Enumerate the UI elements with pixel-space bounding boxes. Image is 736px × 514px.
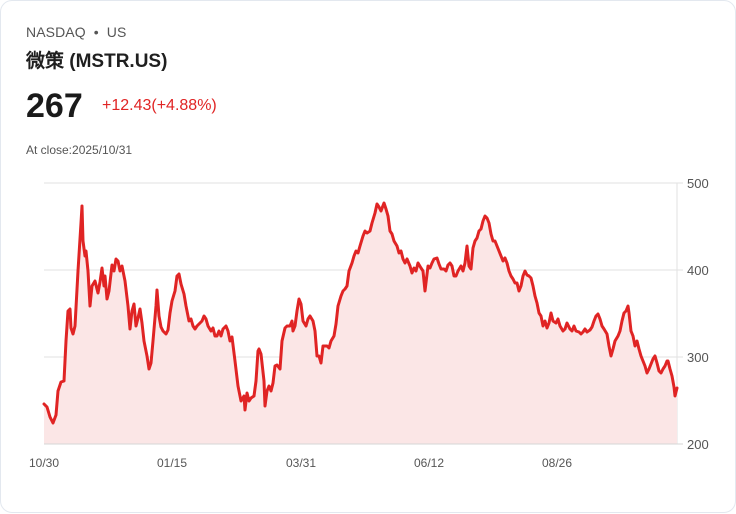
- y-tick-300: 300: [687, 350, 709, 365]
- x-axis: 10/30 01/15 03/31 06/12 08/26: [29, 456, 572, 470]
- stock-title: 微策 (MSTR.US): [26, 51, 168, 72]
- exchange-line: NASDAQ • US: [26, 24, 126, 40]
- area-fill: [44, 203, 677, 444]
- y-axis: 500 400 300 200: [687, 176, 709, 452]
- exchange-name: NASDAQ: [26, 24, 86, 40]
- separator-dot: •: [93, 24, 99, 40]
- x-tick-4: 06/12: [414, 456, 444, 470]
- x-tick-5: 08/26: [542, 456, 572, 470]
- price-change: +12.43(+4.88%): [102, 97, 217, 114]
- x-tick-1: 10/30: [29, 456, 59, 470]
- x-tick-2: 01/15: [157, 456, 187, 470]
- close-date: At close:2025/10/31: [26, 143, 133, 157]
- stock-price: 267: [26, 87, 83, 125]
- y-tick-400: 400: [687, 263, 709, 278]
- y-tick-500: 500: [687, 176, 709, 191]
- price-line: [42, 201, 679, 425]
- region: US: [106, 24, 127, 40]
- y-tick-200: 200: [687, 437, 709, 452]
- x-tick-3: 03/31: [286, 456, 316, 470]
